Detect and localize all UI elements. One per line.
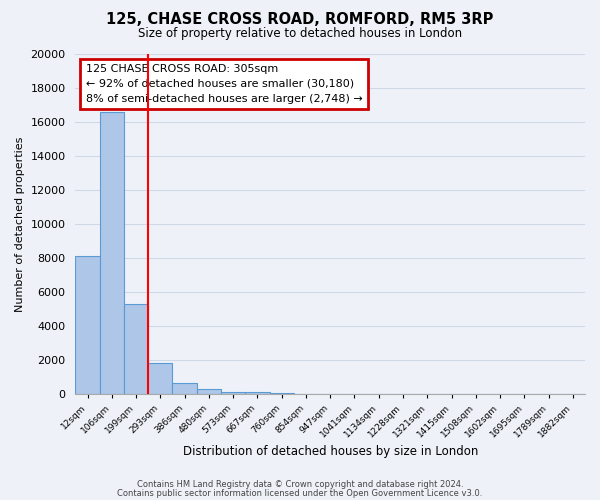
Bar — [148, 363, 172, 394]
Bar — [100, 112, 124, 394]
Text: Size of property relative to detached houses in London: Size of property relative to detached ho… — [138, 28, 462, 40]
Bar — [197, 389, 221, 394]
Text: 125 CHASE CROSS ROAD: 305sqm
← 92% of detached houses are smaller (30,180)
8% of: 125 CHASE CROSS ROAD: 305sqm ← 92% of de… — [86, 64, 362, 104]
Text: Contains HM Land Registry data © Crown copyright and database right 2024.: Contains HM Land Registry data © Crown c… — [137, 480, 463, 489]
X-axis label: Distribution of detached houses by size in London: Distribution of detached houses by size … — [182, 444, 478, 458]
Bar — [269, 393, 294, 394]
Bar — [221, 392, 245, 394]
Bar — [76, 256, 100, 394]
Text: Contains public sector information licensed under the Open Government Licence v3: Contains public sector information licen… — [118, 489, 482, 498]
Y-axis label: Number of detached properties: Number of detached properties — [15, 136, 25, 312]
Text: 125, CHASE CROSS ROAD, ROMFORD, RM5 3RP: 125, CHASE CROSS ROAD, ROMFORD, RM5 3RP — [106, 12, 494, 28]
Bar — [172, 382, 197, 394]
Bar — [124, 304, 148, 394]
Bar — [245, 392, 269, 394]
